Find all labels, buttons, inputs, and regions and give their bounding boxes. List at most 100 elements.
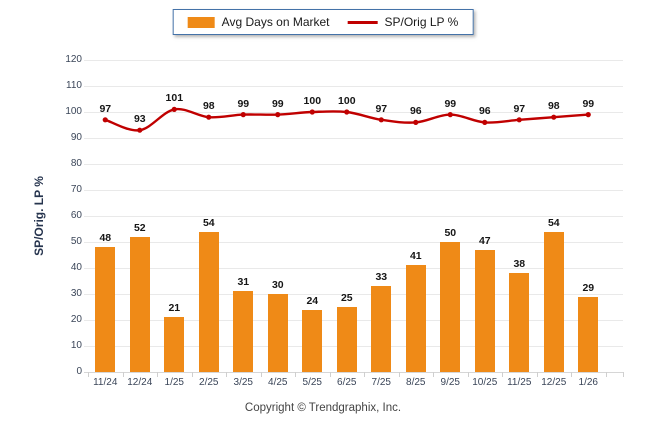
bar (474, 249, 495, 372)
bar-value-label: 47 (478, 234, 491, 247)
x-tick-label: 8/25 (406, 377, 426, 388)
gridline (84, 86, 623, 87)
x-tick-label: 11/24 (93, 377, 118, 388)
line-series-label: SP/Orig LP % (384, 15, 459, 29)
y-tick-label: 30 (70, 288, 82, 299)
line-value-label: 96 (478, 105, 491, 118)
x-axis-tick (88, 372, 89, 377)
line-point (206, 114, 212, 120)
x-axis-tick (191, 372, 193, 377)
line-series-sample (347, 20, 378, 24)
x-tick-label: 12/25 (541, 377, 567, 388)
x-tick-label: 4/25 (268, 377, 288, 388)
gridline (84, 190, 623, 191)
bar-value-label: 54 (202, 216, 215, 229)
x-tick-label: 3/25 (233, 377, 253, 388)
gridline (84, 138, 623, 139)
x-axis-tick (623, 372, 624, 377)
line-point (378, 117, 384, 123)
bar-value-label: 29 (582, 281, 595, 294)
line-value-label: 97 (99, 102, 112, 115)
x-tick-label: 12/24 (127, 377, 153, 388)
x-axis-tick (536, 372, 538, 377)
x-tick-label: 6/25 (337, 377, 357, 388)
gridline (84, 294, 623, 295)
line-value-label: 99 (444, 97, 457, 110)
bar-value-label: 54 (547, 216, 560, 229)
gridline (84, 242, 623, 243)
line-point (482, 119, 488, 125)
bar (164, 317, 185, 372)
bar-series-swatch (187, 16, 215, 28)
legend-item-bar: Avg Days on Market (187, 15, 330, 29)
x-axis-tick (364, 372, 365, 377)
line-value-label: 97 (513, 102, 526, 115)
bar-value-label: 48 (99, 232, 112, 245)
x-axis-tick (467, 372, 469, 377)
bar (543, 231, 564, 372)
bar-value-label: 31 (237, 276, 250, 289)
bar-value-label: 30 (271, 279, 284, 291)
bar (129, 236, 150, 372)
y-tick-label: 80 (70, 158, 82, 169)
x-tick-label: 11/25 (507, 377, 532, 388)
line-value-label: 99 (271, 97, 284, 110)
y-tick-label: 50 (70, 236, 82, 247)
bar (95, 247, 116, 372)
bar-value-label: 38 (513, 258, 526, 271)
x-axis-tick (398, 372, 400, 377)
copyright-text: Copyright © Trendgraphix, Inc. (244, 402, 402, 414)
x-axis-tick (226, 372, 227, 377)
x-axis-tick (433, 372, 434, 377)
bar-value-label: 50 (444, 227, 457, 239)
x-axis-tick (329, 372, 331, 377)
bar-value-label: 21 (168, 302, 181, 315)
y-tick-label: 70 (70, 184, 82, 195)
x-axis-tick (605, 372, 607, 377)
bar (233, 291, 254, 372)
x-tick-label: 2/25 (199, 377, 219, 388)
bar-value-label: 41 (409, 250, 422, 263)
bar-value-label: 25 (340, 292, 353, 304)
line-point (516, 117, 522, 123)
bar-series-label: Avg Days on Market (221, 15, 330, 29)
line-point (102, 117, 108, 123)
y-tick-label: 110 (66, 80, 82, 91)
y-tick-label: 20 (70, 314, 82, 325)
bar (371, 286, 392, 372)
x-tick-label: 7/25 (371, 377, 391, 388)
bar-value-label: 52 (133, 221, 146, 234)
bar (302, 309, 323, 372)
line-value-label: 101 (165, 92, 184, 105)
bar (405, 265, 426, 372)
bar (509, 273, 530, 372)
x-tick-label: 9/25 (440, 377, 460, 388)
y-tick-label: 40 (70, 262, 82, 273)
bar (198, 231, 219, 372)
line-value-label: 98 (202, 100, 215, 113)
bar-value-label: 24 (306, 294, 319, 307)
legend: Avg Days on Market SP/Orig LP % (172, 9, 474, 35)
bar-value-label: 33 (375, 271, 388, 284)
x-tick-label: 1/25 (164, 377, 184, 388)
x-tick-label: 5/25 (302, 377, 322, 388)
line-point (413, 119, 419, 125)
y-tick-label: 120 (65, 54, 82, 65)
x-axis-tick (122, 372, 124, 377)
y-tick-label: 100 (65, 106, 82, 117)
line-value-label: 100 (303, 95, 322, 107)
line-value-label: 97 (375, 102, 388, 115)
x-axis-tick (157, 372, 158, 377)
x-axis-tick (260, 372, 262, 377)
x-axis-tick (295, 372, 296, 377)
line-value-label: 99 (582, 97, 595, 110)
y-tick-label: 10 (70, 340, 82, 351)
line-point (551, 114, 557, 120)
line-value-label: 93 (133, 113, 146, 126)
x-tick-label: 10/25 (472, 377, 498, 388)
line-value-label: 100 (338, 95, 356, 107)
bar (267, 294, 288, 372)
y-tick-label: 60 (70, 210, 82, 221)
line-point (137, 127, 143, 133)
